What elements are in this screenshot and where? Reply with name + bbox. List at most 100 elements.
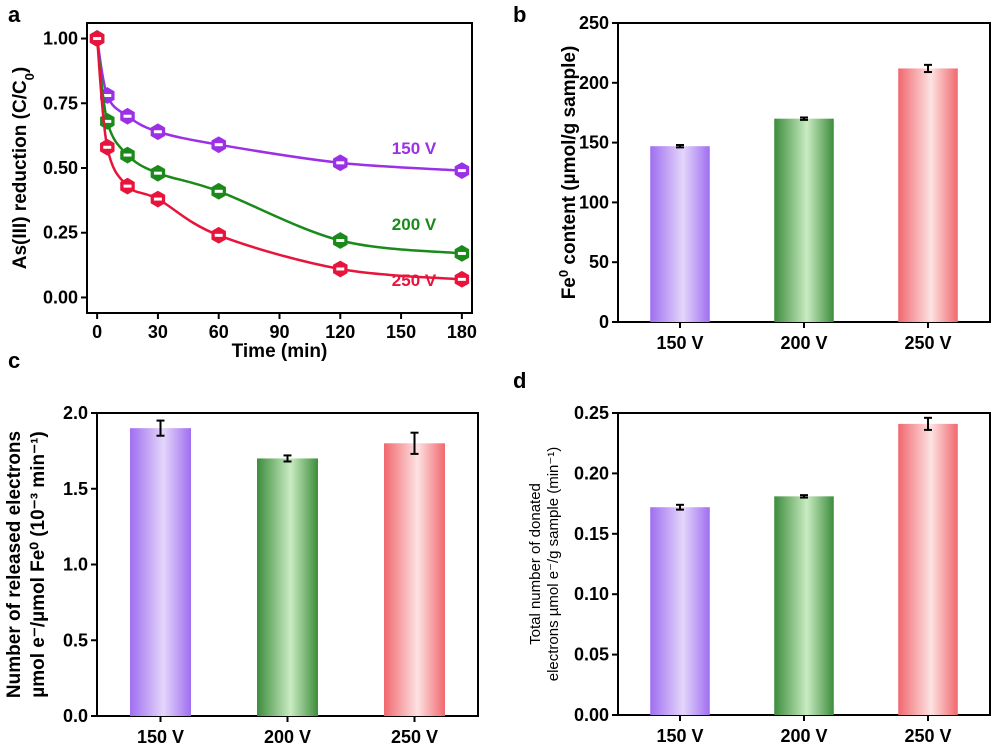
bar xyxy=(774,496,834,715)
y-tick-label: 0.50 xyxy=(43,158,78,178)
error-bar xyxy=(924,416,932,431)
x-tick-label: 150 V xyxy=(656,333,703,353)
x-tick-label: 150 xyxy=(386,322,416,342)
y-axis-title-line2: electrons µmol e⁻/g sample (min⁻¹) xyxy=(545,447,562,682)
x-tick-label: 180 xyxy=(447,322,477,342)
x-tick-label: 250 V xyxy=(391,727,438,747)
x-tick-label: 0 xyxy=(92,322,102,342)
y-tick-label: 0 xyxy=(599,312,609,332)
y-tick-label: 1.0 xyxy=(63,555,88,575)
y-tick-label: 0.75 xyxy=(43,93,78,113)
data-point-marker xyxy=(120,177,135,195)
x-tick-label: 150 V xyxy=(656,726,703,746)
panel-letter: a xyxy=(8,2,21,27)
series-label: 150 V xyxy=(392,139,437,158)
series-label: 200 V xyxy=(392,215,437,234)
data-point-marker xyxy=(211,226,226,244)
marker-bar xyxy=(336,239,345,242)
data-point-marker xyxy=(333,232,348,249)
panel-letter: b xyxy=(513,2,526,27)
marker-bar xyxy=(214,189,223,193)
y-axis-title-subscript: 0 xyxy=(22,73,37,80)
x-tick-label: 90 xyxy=(269,322,289,342)
panel-letter: d xyxy=(513,368,526,393)
y-tick-label: 0.15 xyxy=(574,524,609,544)
series-label: 250 V xyxy=(392,271,437,290)
bar xyxy=(650,507,710,715)
y-tick-label: 0.00 xyxy=(574,705,609,725)
marker-bar xyxy=(457,277,466,281)
y-tick-label: 1.00 xyxy=(43,29,78,49)
x-tick-label: 60 xyxy=(209,322,229,342)
y-tick-label: 0.0 xyxy=(63,706,88,726)
error-bar xyxy=(676,503,684,511)
marker-bar xyxy=(153,130,162,134)
y-tick-label: 100 xyxy=(579,192,609,212)
y-axis-title-line2: µmol e⁻/µmol Fe⁰ (10⁻³ min⁻¹) xyxy=(28,431,49,698)
y-axis-title-line1: Number of released electrons xyxy=(4,431,25,698)
error-bar xyxy=(156,419,165,437)
data-point-marker xyxy=(150,164,166,182)
error-bar xyxy=(283,454,292,463)
y-tick-label: 0.10 xyxy=(574,584,609,604)
panel-c-chart: c 0.0 0.5 1.0 1.5 2.0 150 V 200 V 250 V Number of… xyxy=(4,348,479,747)
data-point-marker xyxy=(454,245,470,262)
marker-bar xyxy=(336,267,345,271)
y-axis-title: As(III) reduction (C/C0) xyxy=(10,67,37,270)
x-tick-label: 250 V xyxy=(904,726,951,746)
bar xyxy=(384,443,445,716)
y-tick-label: 0.00 xyxy=(43,287,78,307)
panel-letter: c xyxy=(8,348,20,373)
data-point-marker xyxy=(333,260,348,278)
error-bar xyxy=(800,494,808,499)
data-point-marker xyxy=(100,138,115,156)
bar xyxy=(257,458,318,716)
marker-bar xyxy=(457,169,466,173)
y-tick-label: 150 xyxy=(579,133,609,153)
y-tick-label: 0.25 xyxy=(43,223,78,243)
marker-bar xyxy=(123,153,132,157)
x-tick-label: 120 xyxy=(325,322,355,342)
error-bar xyxy=(800,116,808,121)
marker-bar xyxy=(103,119,112,123)
x-tick-label: 200 V xyxy=(780,333,827,353)
marker-bar xyxy=(103,94,112,97)
data-point-marker xyxy=(150,123,166,141)
bar xyxy=(130,428,191,716)
error-bar xyxy=(410,431,419,455)
data-point-marker xyxy=(150,190,166,208)
data-point-marker xyxy=(211,136,226,154)
bar xyxy=(650,146,710,322)
y-tick-label: 0.5 xyxy=(63,630,88,650)
error-bar xyxy=(676,143,684,149)
marker-bar xyxy=(123,184,132,188)
x-tick-label: 30 xyxy=(148,322,168,342)
data-point-marker xyxy=(333,154,348,172)
marker-bar xyxy=(153,171,162,175)
marker-bar xyxy=(214,143,223,147)
data-point-marker xyxy=(120,146,135,164)
y-axis-title-line1: Total number of donated xyxy=(527,483,544,645)
x-tick-label: 200 V xyxy=(780,726,827,746)
marker-bar xyxy=(336,161,345,165)
data-point-marker xyxy=(454,162,470,179)
x-axis-title: Time (min) xyxy=(232,341,328,362)
data-point-marker xyxy=(454,270,470,288)
bar xyxy=(774,118,834,323)
y-axis-title-end: ) xyxy=(10,67,31,73)
marker-bar xyxy=(153,197,162,201)
y-axis-title: Fe0 content (µmol/g sample) xyxy=(556,46,581,300)
panel-d-chart: d 0.00 0.05 0.10 0.15 0.20 0.25 150 V 200 V 250 V… xyxy=(513,368,991,746)
data-point-marker xyxy=(211,182,226,200)
y-axis-title-main: As(III) reduction (C/C xyxy=(10,80,31,269)
data-point-marker xyxy=(89,30,105,47)
y-tick-label: 50 xyxy=(589,252,609,272)
y-tick-label: 0.25 xyxy=(574,403,609,423)
x-tick-label: 150 V xyxy=(137,727,184,747)
y-tick-label: 0.05 xyxy=(574,645,609,665)
y-tick-label: 1.5 xyxy=(63,479,88,499)
y-tick-label: 2.0 xyxy=(63,403,88,423)
y-tick-label: 0.20 xyxy=(574,463,609,483)
